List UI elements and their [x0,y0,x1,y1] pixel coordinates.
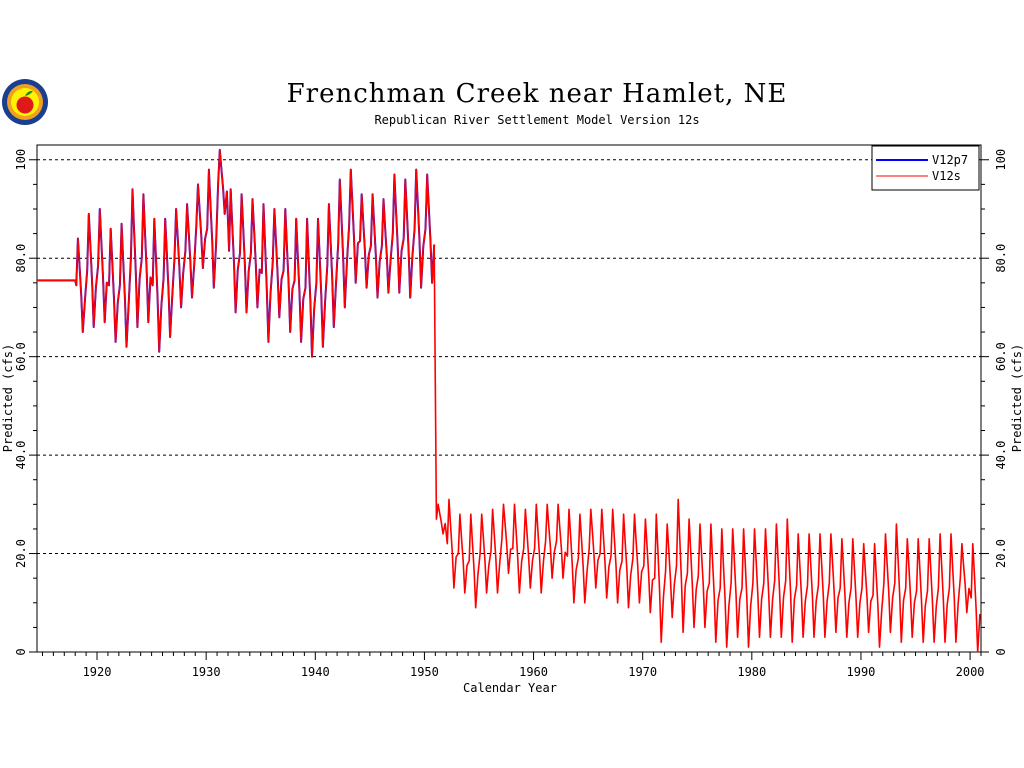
x-tick-label: 1980 [737,665,766,679]
legend-label-v12s: V12s [932,169,961,183]
y-tick-label-right: 80.0 [994,244,1008,273]
apple-icon [16,96,34,114]
x-tick-label: 1950 [410,665,439,679]
y-axis-title-right: Predicted (cfs) [1010,344,1024,452]
x-tick-label: 2000 [956,665,985,679]
y-axis: 0 0 20.0 20.0 40.0 40.0 60.0 60.0 80.0 80.0 100 100 [14,149,1008,656]
y-tick-label-right: 60.0 [994,342,1008,371]
y-tick-label-left: 20.0 [14,539,28,568]
y-tick-label-left: 40.0 [14,441,28,470]
series-line-v12p7 [37,148,436,358]
y-tick-label-right: 0 [994,648,1008,655]
logo [2,79,48,125]
legend-label-v12p7: V12p7 [932,153,968,167]
y-tick-label-left: 60.0 [14,342,28,371]
x-axis: 1920 1930 1940 1950 1960 1970 1980 1990 2000 [41,652,985,679]
y-tick-label-left: 80.0 [14,244,28,273]
series-lines [37,148,981,653]
x-tick-label: 1960 [519,665,548,679]
x-axis-title: Calendar Year [463,681,557,695]
x-tick-label: 1990 [847,665,876,679]
x-tick-label: 1970 [628,665,657,679]
y-tick-label-left: 100 [14,149,28,171]
y-tick-label-right: 20.0 [994,539,1008,568]
gridlines [37,159,981,555]
y-tick-label-right: 40.0 [994,441,1008,470]
plot-frame [36,144,982,653]
chart-subtitle: Republican River Settlement Model Versio… [374,113,699,127]
legend-box [871,145,980,191]
chart-title: Frenchman Creek near Hamlet, NE [287,79,788,109]
y-tick-label-left: 0 [14,648,28,655]
y-tick-label-right: 100 [994,149,1008,171]
series-line-v12s [37,149,981,653]
x-tick-label: 1930 [192,665,221,679]
leaf-icon [25,90,33,96]
x-tick-label: 1940 [301,665,330,679]
x-tick-label: 1920 [83,665,112,679]
legend: V12p7 V12s [871,145,980,191]
y-axis-title: Predicted (cfs) [1,344,15,452]
